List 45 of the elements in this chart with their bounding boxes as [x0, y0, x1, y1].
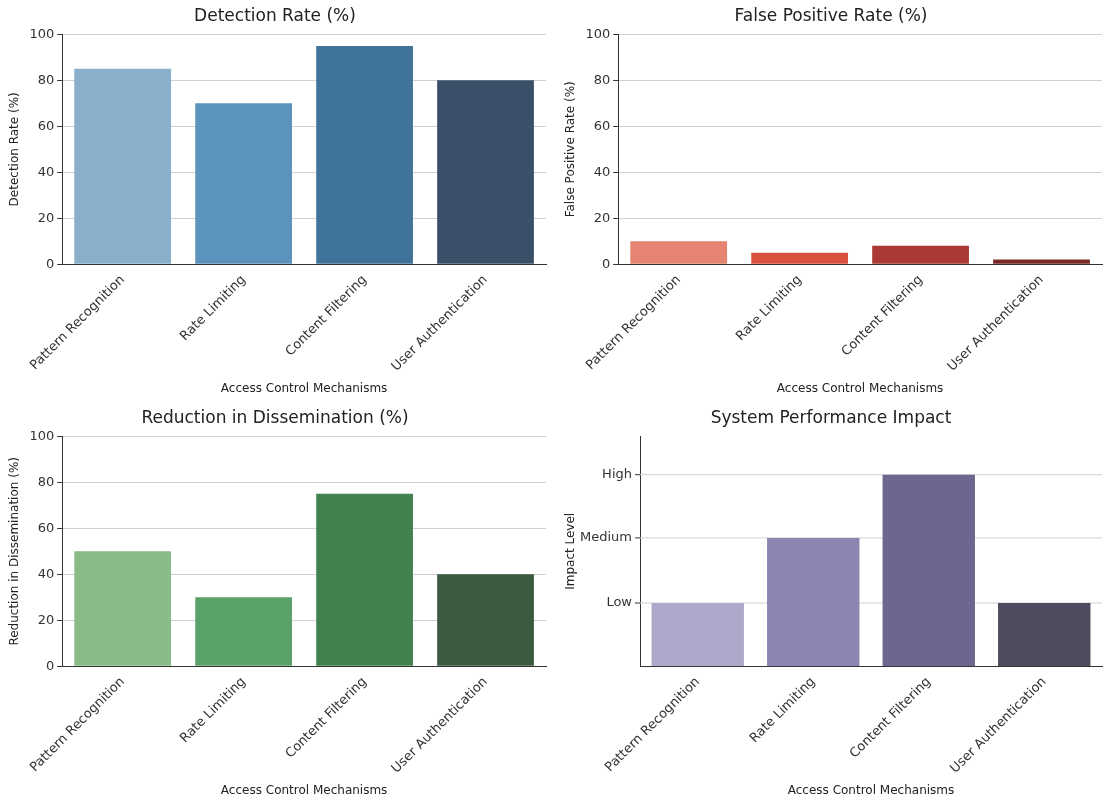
bar [872, 245, 969, 264]
y-tick-label: 100 [585, 25, 611, 41]
bar [74, 68, 172, 264]
bar [316, 45, 413, 264]
y-tick-label: 0 [601, 255, 611, 271]
bar [630, 241, 728, 264]
bar [437, 574, 534, 666]
bar [993, 259, 1090, 264]
y-tick-label: 0 [45, 657, 55, 673]
chart-title: System Performance Impact [710, 406, 952, 427]
y-tick-label: 100 [29, 427, 55, 443]
y-tick-label: 20 [37, 611, 55, 627]
y-axis-title: Detection Rate (%) [7, 92, 22, 207]
y-tick-label: 100 [29, 25, 55, 41]
ref-line-label: Low [606, 594, 633, 610]
bar [195, 103, 293, 264]
y-tick-label: 20 [593, 209, 611, 225]
y-axis-title: Reduction in Dissemination (%) [7, 457, 22, 646]
chart-title: Reduction in Dissemination (%) [141, 406, 409, 427]
bar [437, 80, 534, 264]
ref-line-label: Medium [580, 529, 632, 545]
y-axis-title: False Positive Rate (%) [563, 81, 578, 218]
chart-title: False Positive Rate (%) [734, 4, 928, 25]
x-axis-title: Access Control Mechanisms [787, 782, 955, 797]
y-tick-label: 60 [37, 117, 55, 133]
y-axis-title: Impact Level [563, 512, 578, 590]
y-tick-label: 40 [37, 565, 55, 581]
y-tick-label: 40 [37, 163, 55, 179]
y-tick-label: 60 [37, 519, 55, 535]
x-axis-title: Access Control Mechanisms [776, 380, 944, 395]
y-tick-label: 0 [45, 255, 55, 271]
ref-line-label: High [602, 466, 632, 482]
bar [751, 252, 849, 264]
bar [74, 551, 172, 666]
x-axis-title: Access Control Mechanisms [220, 782, 388, 797]
chart-title: Detection Rate (%) [194, 4, 356, 25]
x-axis-title: Access Control Mechanisms [220, 380, 388, 395]
y-tick-label: 80 [37, 473, 55, 489]
y-tick-label: 80 [593, 71, 611, 87]
y-tick-label: 20 [37, 209, 55, 225]
y-tick-label: 80 [37, 71, 55, 87]
y-tick-label: 60 [593, 117, 611, 133]
bar [195, 597, 293, 666]
y-tick-label: 40 [593, 163, 611, 179]
bar [316, 493, 413, 666]
